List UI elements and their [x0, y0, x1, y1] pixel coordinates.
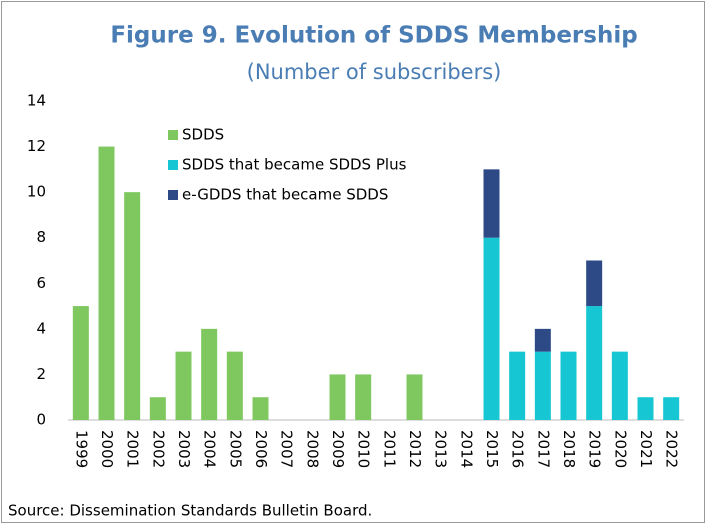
legend-label: e-GDDS that became SDDS: [182, 186, 388, 204]
y-tick-label: 6: [36, 274, 46, 292]
bar-segment: [226, 351, 243, 420]
bar-segment: [406, 374, 423, 420]
bar-segment: [534, 328, 551, 352]
x-tick-label: 2003: [175, 430, 193, 468]
bar-segment: [72, 306, 89, 420]
bar-segment: [534, 351, 551, 420]
x-tick-label: 2006: [252, 430, 270, 468]
y-tick-label: 8: [36, 228, 46, 246]
bar-segment: [586, 306, 603, 420]
x-tick-label: 2017: [534, 430, 552, 468]
bar-segment: [98, 146, 115, 421]
bar-segment: [252, 397, 269, 420]
y-tick-label: 0: [36, 411, 46, 429]
x-tick-label: 2021: [637, 430, 655, 468]
legend-label: SDDS that became SDDS Plus: [182, 156, 407, 174]
y-tick-label: 10: [27, 183, 46, 201]
x-tick-label: 2016: [509, 430, 527, 468]
bar-segment: [611, 351, 628, 420]
bar-segment: [149, 397, 166, 420]
x-tick-label: 2002: [149, 430, 167, 468]
bar-segment: [124, 192, 141, 420]
x-tick-label: 2014: [457, 430, 475, 468]
bar-segment: [586, 260, 603, 307]
bar-segment: [355, 374, 372, 420]
x-tick-label: 2004: [201, 430, 219, 468]
bar-segment: [637, 397, 654, 420]
x-tick-label: 2020: [611, 430, 629, 468]
chart-title: Figure 9. Evolution of SDDS Membership: [110, 23, 637, 49]
legend-label: SDDS: [182, 126, 224, 144]
legend-swatch: [168, 160, 178, 170]
x-tick-label: 2009: [329, 430, 347, 468]
x-tick-label: 1999: [72, 430, 90, 468]
x-tick-label: 2013: [432, 430, 450, 468]
y-tick-label: 12: [27, 137, 46, 155]
x-tick-label: 2001: [124, 430, 142, 468]
chart-subtitle: (Number of subscribers): [247, 60, 502, 84]
y-tick-label: 2: [36, 365, 46, 383]
y-tick-label: 4: [36, 319, 46, 337]
legend-swatch: [168, 130, 178, 140]
source-note: Source: Dissemination Standards Bulletin…: [8, 502, 372, 520]
x-tick-label: 2010: [355, 430, 373, 468]
bar-segment: [509, 351, 526, 420]
x-tick-label: 2008: [303, 430, 321, 468]
bar-segment: [201, 328, 218, 420]
bar-segment: [329, 374, 346, 420]
bar-segment: [175, 351, 192, 420]
bar-segment: [560, 351, 577, 420]
x-tick-label: 2012: [406, 430, 424, 468]
x-tick-label: 2000: [98, 430, 116, 468]
legend-swatch: [168, 190, 178, 200]
x-tick-label: 2011: [380, 430, 398, 468]
x-tick-label: 2007: [278, 430, 296, 468]
bar-segment: [483, 169, 500, 238]
x-tick-label: 2018: [560, 430, 578, 468]
bar-segment: [663, 397, 680, 420]
x-tick-label: 2015: [483, 430, 501, 468]
bar-segment: [483, 237, 500, 420]
x-tick-label: 2022: [663, 430, 681, 468]
x-tick-label: 2019: [586, 430, 604, 468]
y-tick-label: 14: [27, 92, 46, 110]
x-tick-label: 2005: [226, 430, 244, 468]
